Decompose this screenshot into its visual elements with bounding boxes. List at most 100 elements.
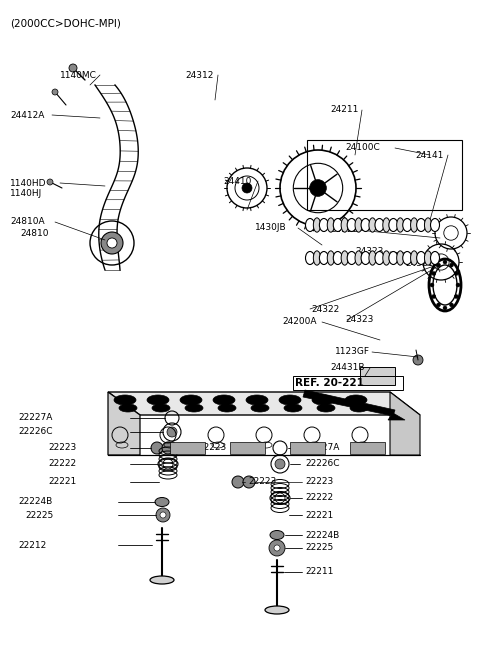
Circle shape <box>436 303 441 307</box>
Text: 24141: 24141 <box>415 151 444 160</box>
Ellipse shape <box>312 395 334 405</box>
Ellipse shape <box>333 219 342 231</box>
Ellipse shape <box>327 251 335 265</box>
Ellipse shape <box>317 404 335 412</box>
Ellipse shape <box>305 252 314 265</box>
Circle shape <box>456 283 460 287</box>
Ellipse shape <box>431 252 440 265</box>
Bar <box>310 254 435 261</box>
Circle shape <box>243 476 255 488</box>
Bar <box>360 367 395 385</box>
Ellipse shape <box>389 252 398 265</box>
Text: 22222: 22222 <box>305 493 333 502</box>
Ellipse shape <box>319 219 328 231</box>
Text: 1140HJ: 1140HJ <box>10 189 42 198</box>
Text: 24323: 24323 <box>345 316 373 324</box>
Circle shape <box>160 512 166 518</box>
Text: 22222: 22222 <box>48 460 76 468</box>
Ellipse shape <box>284 404 302 412</box>
Circle shape <box>101 232 123 254</box>
Ellipse shape <box>431 219 440 231</box>
Ellipse shape <box>327 218 335 232</box>
Text: 22227A: 22227A <box>305 443 339 453</box>
Text: 22225: 22225 <box>25 510 53 519</box>
Text: 24321: 24321 <box>405 259 433 267</box>
Ellipse shape <box>383 218 390 232</box>
Text: 22221: 22221 <box>48 477 76 487</box>
Ellipse shape <box>403 219 412 231</box>
Ellipse shape <box>213 395 235 405</box>
Text: 24810A: 24810A <box>10 217 45 227</box>
Ellipse shape <box>313 251 321 265</box>
Ellipse shape <box>361 252 370 265</box>
Circle shape <box>167 427 177 437</box>
Ellipse shape <box>396 251 404 265</box>
Ellipse shape <box>389 219 398 231</box>
Circle shape <box>107 238 117 248</box>
Text: 22223: 22223 <box>305 477 333 487</box>
Text: 24810: 24810 <box>20 229 48 238</box>
Ellipse shape <box>347 252 356 265</box>
Ellipse shape <box>305 219 314 231</box>
Circle shape <box>156 508 170 522</box>
Ellipse shape <box>270 531 284 540</box>
Ellipse shape <box>375 252 384 265</box>
Ellipse shape <box>403 252 412 265</box>
Text: 22223: 22223 <box>248 477 276 487</box>
Bar <box>290 442 325 454</box>
Text: 24312: 24312 <box>185 71 214 79</box>
Ellipse shape <box>345 395 367 405</box>
Text: 24322: 24322 <box>330 225 358 234</box>
Ellipse shape <box>341 251 348 265</box>
Bar <box>293 376 403 390</box>
Circle shape <box>449 303 454 307</box>
Text: 1140MC: 1140MC <box>60 71 97 79</box>
Text: (2000CC>DOHC-MPI): (2000CC>DOHC-MPI) <box>10 18 121 28</box>
Ellipse shape <box>350 404 368 412</box>
Text: 22221: 22221 <box>305 510 333 519</box>
Circle shape <box>310 179 326 196</box>
Text: 24211: 24211 <box>330 105 359 115</box>
Ellipse shape <box>246 395 268 405</box>
Circle shape <box>436 263 441 267</box>
Ellipse shape <box>185 404 203 412</box>
Circle shape <box>413 355 423 365</box>
Ellipse shape <box>147 395 169 405</box>
Circle shape <box>275 459 285 469</box>
Text: 24323: 24323 <box>355 248 384 257</box>
Text: 22226C: 22226C <box>18 428 52 436</box>
Polygon shape <box>390 392 420 455</box>
Ellipse shape <box>150 576 174 584</box>
Text: 1430JB: 1430JB <box>255 223 287 233</box>
Ellipse shape <box>417 219 426 231</box>
Ellipse shape <box>410 251 418 265</box>
Ellipse shape <box>333 252 342 265</box>
Bar <box>307 140 462 210</box>
Text: 24412A: 24412A <box>10 111 44 119</box>
Ellipse shape <box>424 218 432 232</box>
Circle shape <box>432 272 436 276</box>
Text: 22223: 22223 <box>198 443 226 453</box>
Circle shape <box>269 540 285 556</box>
Ellipse shape <box>313 218 321 232</box>
Circle shape <box>242 183 252 193</box>
Bar <box>350 442 385 454</box>
Ellipse shape <box>119 404 137 412</box>
Text: REF. 20-221: REF. 20-221 <box>295 378 364 388</box>
Ellipse shape <box>152 404 170 412</box>
Ellipse shape <box>347 219 356 231</box>
Ellipse shape <box>361 219 370 231</box>
Ellipse shape <box>155 498 169 506</box>
Polygon shape <box>303 390 395 416</box>
Circle shape <box>162 442 174 454</box>
Ellipse shape <box>410 218 418 232</box>
Polygon shape <box>108 392 420 415</box>
Circle shape <box>432 295 436 299</box>
Text: 1123GF: 1123GF <box>335 348 370 356</box>
Text: 24410: 24410 <box>223 176 252 185</box>
Text: 1140HD: 1140HD <box>10 179 47 187</box>
Ellipse shape <box>341 218 348 232</box>
Text: 24431B: 24431B <box>330 364 364 373</box>
Ellipse shape <box>396 218 404 232</box>
Text: 22211: 22211 <box>305 567 334 576</box>
